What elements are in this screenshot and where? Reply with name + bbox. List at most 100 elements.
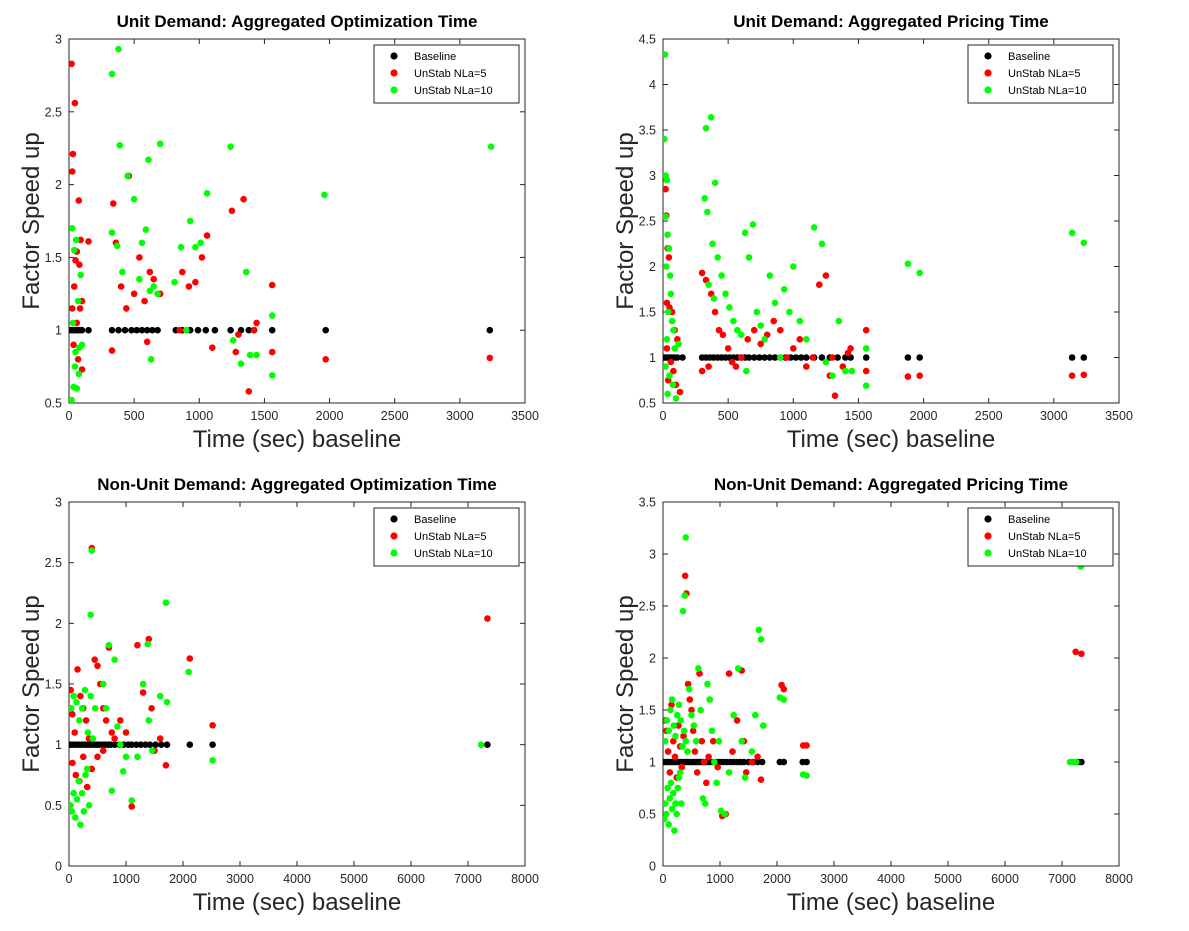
series-nla5-point: [176, 326, 183, 334]
series-nla10-point: [664, 784, 671, 792]
legend-label-series-baseline: Baseline: [414, 51, 456, 63]
series-nla5-point: [70, 283, 78, 290]
series-nla10-point: [730, 317, 737, 325]
series-nla10-point: [268, 372, 276, 379]
series-nla5-point: [150, 275, 157, 283]
series-nla10-point: [171, 278, 178, 286]
x-tick-label: 7000: [454, 872, 482, 886]
series-nla10-point: [76, 717, 83, 724]
series-nla5-point: [689, 727, 697, 735]
series-nla10-point: [701, 800, 709, 807]
series-nla10-point: [77, 271, 84, 279]
series-nla5-point: [777, 326, 784, 334]
series-nla5-point: [94, 662, 101, 670]
legend: Baseline UnStab NLa=5 UnStab NLa=10: [967, 507, 1114, 567]
series-nla5-point: [666, 769, 674, 776]
series-baseline-point: [1068, 354, 1076, 361]
series-nla5-point: [85, 238, 92, 245]
series-nla5-point: [72, 257, 79, 264]
series-nla10-point: [704, 680, 711, 688]
series-nla10-point: [675, 701, 683, 709]
series-nla5-point: [186, 655, 194, 662]
series-nla5: [69, 60, 494, 395]
series-nla10-point: [684, 748, 691, 755]
series-baseline-point: [137, 741, 145, 748]
series-nla10-point: [755, 626, 763, 634]
series-nla10-point: [477, 741, 485, 748]
series-nla5-point: [82, 717, 90, 724]
series-nla10-point: [810, 224, 818, 231]
series-baseline-point: [766, 354, 774, 361]
series-nla10-point: [70, 789, 77, 797]
series-nla10-point: [904, 260, 912, 268]
y-tick-label: 2.5: [45, 105, 62, 119]
series-nla10-point: [148, 747, 156, 754]
series-nla10-point: [130, 195, 138, 203]
x-tick-label: 4000: [283, 872, 311, 886]
series-nla5-point: [724, 345, 732, 352]
series-nla10-point: [699, 795, 707, 802]
series-baseline-point: [194, 326, 202, 334]
series-nla10-point: [743, 367, 750, 375]
series-nla10-point: [663, 176, 671, 184]
series-nla10-point: [663, 213, 669, 220]
series-nla10-point: [69, 396, 75, 403]
series-nla10-point: [119, 268, 126, 276]
series-baseline-point: [146, 741, 154, 748]
series-nla10-point: [760, 722, 767, 729]
series-baseline-point: [904, 354, 912, 361]
series-nla10-point: [156, 692, 164, 700]
series-nla5-point: [803, 363, 810, 370]
series-nla5-point: [705, 753, 712, 761]
series-baseline-point: [322, 326, 330, 334]
x-tick-label: 0: [660, 409, 667, 423]
series-nla5-point: [69, 686, 74, 694]
series-nla5-point: [733, 717, 741, 724]
x-tick-label: 1000: [185, 409, 213, 423]
series-nla10-point: [84, 729, 92, 736]
series-nla5-point: [203, 232, 211, 239]
x-tick-label: 8000: [1105, 872, 1133, 886]
series-nla10-point: [803, 772, 810, 779]
legend-label-series-baseline: Baseline: [1008, 51, 1050, 63]
series-nla5-point: [209, 344, 216, 352]
series-nla5-point: [770, 317, 777, 325]
series-nla10-point: [709, 240, 716, 248]
y-axis-label: Factor Speed up: [612, 595, 639, 772]
legend-marker-series-nla10: [390, 86, 398, 94]
series-nla10-point: [741, 774, 749, 781]
series-baseline-point: [803, 354, 810, 361]
series-baseline-point: [484, 741, 491, 748]
series-nla10-point: [487, 143, 495, 150]
series-nla10-point: [150, 283, 157, 290]
x-tick-label: 0: [660, 872, 667, 886]
series-nla5-point: [831, 392, 839, 400]
series-nla10-point: [147, 356, 155, 363]
series-nla5-point: [245, 388, 253, 395]
series-baseline-point: [818, 354, 826, 361]
x-tick-label: 500: [718, 409, 739, 423]
series-nla10-point: [177, 243, 185, 251]
series-baseline-point: [202, 326, 210, 334]
series-nla5-point: [715, 326, 723, 334]
series-nla5-point: [322, 356, 330, 363]
y-tick-label: 3: [55, 33, 62, 47]
series-nla10-point: [676, 769, 684, 776]
series-nla5-point: [714, 763, 721, 771]
chart-nonunit-pricing: Non-Unit Demand: Aggregated Pricing Time…: [612, 475, 1133, 916]
x-tick-label: 7000: [1048, 872, 1076, 886]
series-nla5-point: [698, 367, 706, 375]
series-nla10-point: [70, 692, 77, 700]
series-nla5-point: [192, 278, 199, 286]
chart-title: Unit Demand: Aggregated Pricing Time: [733, 12, 1049, 31]
series-nla10-point: [690, 722, 698, 729]
series-nla10-point: [663, 815, 668, 823]
series-nla5-point: [77, 692, 84, 700]
series-nla10-point: [672, 395, 680, 402]
series-nla10-point: [713, 779, 720, 787]
series-nla10-point: [718, 272, 725, 279]
series-nla5-point: [74, 356, 82, 363]
series-nla10-point: [666, 372, 673, 380]
y-tick-label: 0: [55, 860, 62, 874]
